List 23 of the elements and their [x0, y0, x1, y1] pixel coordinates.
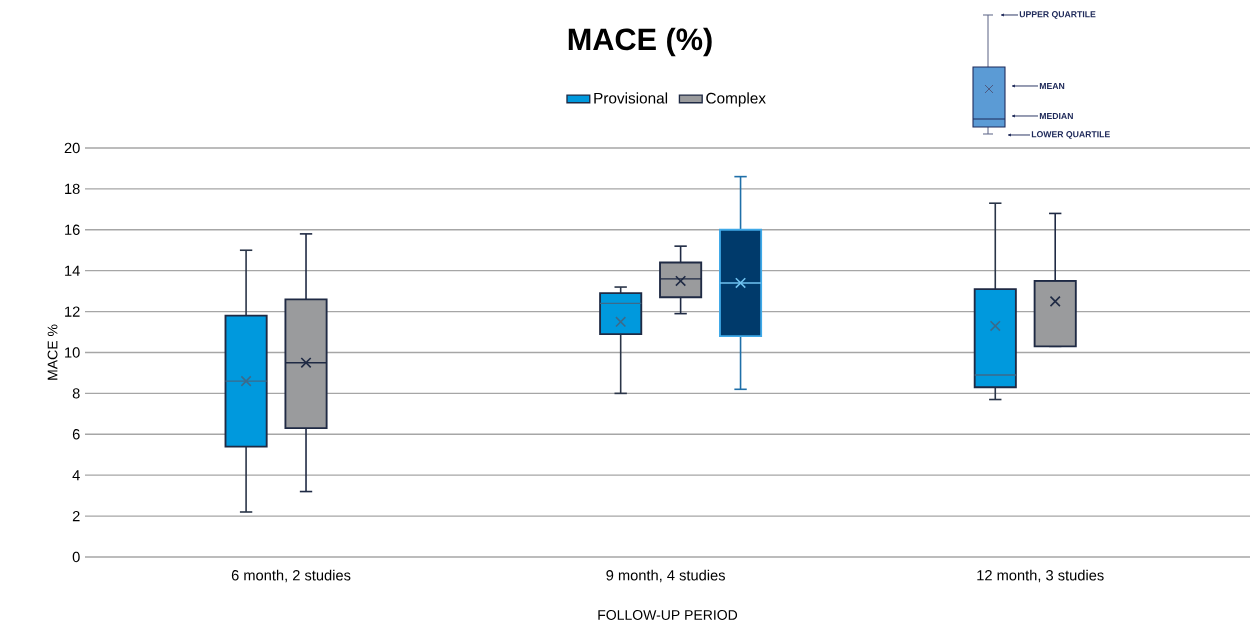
x-tick-label: 9 month, 4 studies [606, 569, 725, 583]
y-tick-label: 8 [72, 388, 80, 399]
y-tick-label: 14 [65, 265, 80, 276]
text: UPPER QUARTILE [1019, 11, 1096, 19]
y-tick-label: 4 [72, 470, 80, 481]
text: MEDIAN [1039, 113, 1073, 119]
text: MEAN [1039, 83, 1065, 89]
y-tick-label: 0 [72, 551, 80, 563]
text: LOWER QUARTILE [1031, 131, 1110, 139]
y-tick-label: 2 [72, 510, 80, 522]
y-tick-label: 6 [72, 429, 80, 440]
y-axis-title: MACE % [47, 324, 58, 380]
y-tick-label: 16 [65, 224, 80, 235]
y-tick-label: 20 [64, 142, 80, 154]
legend-label: Complex [706, 92, 766, 107]
x-tick-label: 12 month, 3 studies [977, 569, 1104, 583]
chart-title: MACE (%) [568, 27, 712, 57]
x-tick-label: 6 month, 2 studies [231, 569, 351, 583]
y-tick-label: 12 [65, 306, 80, 317]
x-axis-title: FOLLOW-UP PERIOD [598, 610, 738, 620]
legend-label: Provisional [594, 92, 668, 104]
y-tick-label: 18 [65, 183, 80, 195]
y-tick-label: 10 [65, 347, 80, 358]
